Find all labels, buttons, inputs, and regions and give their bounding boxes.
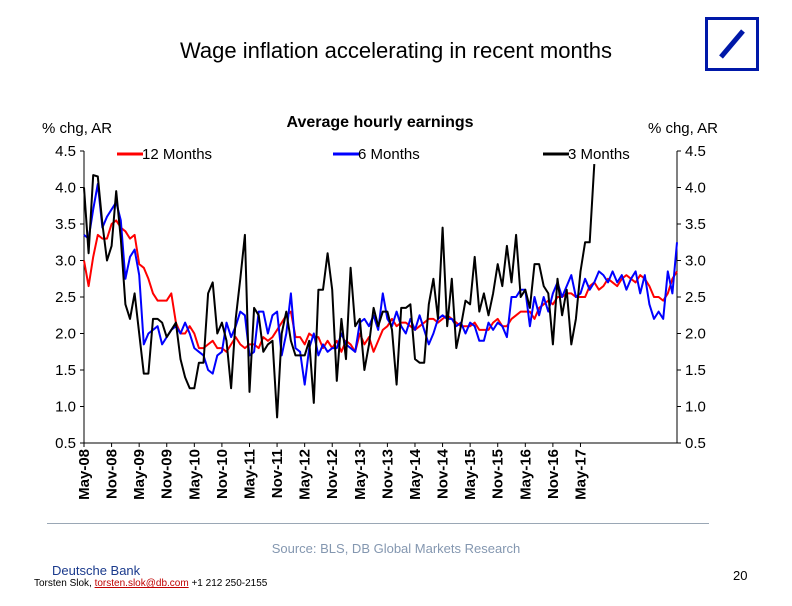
y-tick-label-left: 0.5 — [55, 435, 76, 452]
y-tick-label-left: 4.5 — [55, 143, 76, 160]
x-tick-label: Nov-13 — [379, 449, 396, 499]
series-line-3-months — [83, 164, 596, 419]
author-name: Torsten Slok, — [34, 578, 95, 589]
y-tick-label-right: 0.5 — [685, 435, 706, 452]
x-tick-label: Nov-10 — [214, 449, 231, 499]
y-tick-label-left: 1.5 — [55, 362, 76, 379]
x-tick-label: Nov-08 — [104, 449, 121, 499]
y-tick-label-right: 3.5 — [685, 216, 706, 233]
legend-label: 12 Months — [142, 146, 212, 163]
x-tick-label: Nov-15 — [490, 449, 507, 499]
y-tick-label-right: 4.5 — [685, 143, 706, 160]
x-tick-label: May-13 — [352, 449, 369, 500]
y-tick-label-left: 2.5 — [55, 289, 76, 306]
y-tick-label-left: 1.0 — [55, 399, 76, 416]
y-tick-label-right: 1.0 — [685, 399, 706, 416]
y-tick-label-right: 4.0 — [685, 180, 706, 197]
deutsche-bank-logo — [705, 17, 759, 71]
y-tick-label-right: 2.0 — [685, 326, 706, 343]
y-tick-label-right: 2.5 — [685, 289, 706, 306]
y-axis-label-right: % chg, AR — [648, 120, 718, 137]
y-axis-label-left: % chg, AR — [42, 120, 112, 137]
chart: Average hourly earnings % chg, AR % chg,… — [42, 114, 718, 500]
x-tick-label: Nov-12 — [324, 449, 341, 499]
author-phone: +1 212 250-2155 — [188, 578, 268, 589]
x-tick-label: May-10 — [186, 449, 203, 500]
brand-name: Deutsche Bank — [52, 563, 141, 578]
source-note: Source: BLS, DB Global Markets Research — [271, 541, 521, 556]
x-tick-label: Nov-11 — [269, 449, 286, 498]
x-tick-label: May-08 — [76, 449, 93, 500]
x-tick-label: May-17 — [572, 449, 589, 500]
x-tick-label: Nov-09 — [159, 449, 176, 499]
y-tick-label-left: 3.5 — [55, 216, 76, 233]
y-tick-label-left: 3.0 — [55, 253, 76, 270]
y-tick-label-right: 1.5 — [685, 362, 706, 379]
x-tick-label: Nov-16 — [545, 449, 562, 499]
x-tick-label: May-09 — [131, 449, 148, 500]
author-email-link[interactable]: torsten.slok@db.com — [94, 578, 189, 589]
x-tick-label: May-14 — [407, 448, 424, 500]
y-tick-label-right: 3.0 — [685, 253, 706, 270]
x-tick-label: May-16 — [517, 449, 534, 500]
x-tick-label: May-11 — [241, 449, 258, 499]
y-tick-label-left: 2.0 — [55, 326, 76, 343]
x-tick-label: Nov-14 — [435, 448, 452, 499]
y-tick-label-left: 4.0 — [55, 180, 76, 197]
page-number: 20 — [733, 568, 748, 583]
chart-title: Average hourly earnings — [286, 114, 473, 131]
series-line-6-months — [83, 182, 678, 386]
legend-label: 3 Months — [568, 146, 630, 163]
x-tick-label: May-12 — [297, 449, 314, 500]
author-contact: Torsten Slok, torsten.slok@db.com +1 212… — [34, 578, 267, 589]
legend-label: 6 Months — [358, 146, 420, 163]
footer-divider — [47, 523, 709, 524]
slide-title: Wage inflation accelerating in recent mo… — [179, 38, 613, 63]
x-tick-label: May-15 — [462, 449, 479, 500]
